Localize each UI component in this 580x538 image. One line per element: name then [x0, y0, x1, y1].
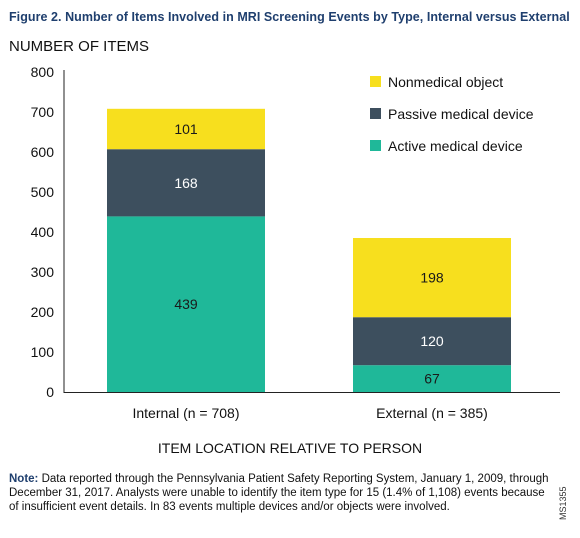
data-label: 120 — [420, 333, 444, 349]
data-label: 198 — [420, 270, 444, 286]
y-axis-label: NUMBER OF ITEMS — [9, 38, 150, 55]
bar-segment — [353, 317, 511, 366]
bar-segment — [107, 108, 265, 150]
note-text: Data reported through the Pennsylvania P… — [9, 473, 549, 513]
bar-segment — [353, 238, 511, 318]
y-tick-label: 700 — [31, 104, 55, 120]
legend-label: Nonmedical object — [388, 74, 503, 90]
y-tick-label: 400 — [31, 224, 55, 240]
legend-swatch — [370, 108, 381, 119]
bar-segment — [353, 365, 511, 392]
y-tick-label: 500 — [31, 184, 55, 200]
x-tick-label: External (n = 385) — [376, 405, 488, 421]
stacked-bar-chart: 0 100 200 300 400 500 600 700 800 439 168 101 Intern… — [31, 64, 560, 421]
y-tick-label: 300 — [31, 264, 55, 280]
y-tick-label: 800 — [31, 64, 55, 80]
data-label: 67 — [424, 371, 440, 387]
data-label: 439 — [174, 296, 198, 312]
data-label: 101 — [174, 121, 198, 137]
legend-label: Passive medical device — [388, 106, 534, 122]
y-tick-label: 600 — [31, 144, 55, 160]
y-tick-label: 100 — [31, 344, 55, 360]
footnote: Note: Data reported through the Pennsylv… — [9, 472, 549, 514]
legend-swatch — [370, 76, 381, 87]
x-tick-label: Internal (n = 708) — [132, 405, 239, 421]
data-label: 168 — [174, 175, 198, 191]
note-label: Note: — [9, 473, 39, 485]
figure-title: Figure 2. Number of Items Involved in MR… — [9, 10, 570, 24]
bar-segment — [107, 216, 265, 392]
y-tick-label: 200 — [31, 304, 55, 320]
legend-label: Active medical device — [388, 138, 523, 154]
figure-code: MS1355 — [558, 486, 568, 520]
y-tick-label: 0 — [46, 384, 54, 400]
bar-segment — [107, 149, 265, 217]
legend-swatch — [370, 140, 381, 151]
x-axis-label: ITEM LOCATION RELATIVE TO PERSON — [157, 440, 423, 456]
